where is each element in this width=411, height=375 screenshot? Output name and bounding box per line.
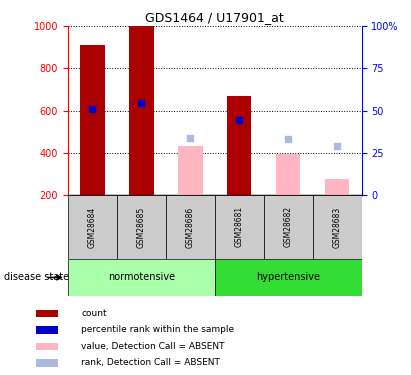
Bar <box>68 195 117 259</box>
Bar <box>80 45 104 195</box>
Bar <box>325 179 349 195</box>
Text: GSM28682: GSM28682 <box>284 206 293 248</box>
Text: count: count <box>81 309 107 318</box>
Bar <box>36 326 58 334</box>
Bar <box>36 359 58 367</box>
Text: value, Detection Call = ABSENT: value, Detection Call = ABSENT <box>81 342 224 351</box>
Bar <box>117 195 166 259</box>
Bar <box>276 154 300 195</box>
Text: GSM28684: GSM28684 <box>88 206 97 248</box>
Text: GSM28683: GSM28683 <box>332 206 342 248</box>
Text: GSM28686: GSM28686 <box>186 206 195 248</box>
Bar <box>215 259 362 296</box>
Bar <box>36 343 58 350</box>
Bar <box>178 147 203 195</box>
Bar <box>166 195 215 259</box>
Title: GDS1464 / U17901_at: GDS1464 / U17901_at <box>145 11 284 24</box>
Bar <box>215 195 264 259</box>
Bar <box>264 195 313 259</box>
Text: hypertensive: hypertensive <box>256 273 320 282</box>
Text: percentile rank within the sample: percentile rank within the sample <box>81 326 234 334</box>
Bar <box>129 26 154 195</box>
Text: rank, Detection Call = ABSENT: rank, Detection Call = ABSENT <box>81 358 220 368</box>
Text: normotensive: normotensive <box>108 273 175 282</box>
Text: disease state: disease state <box>4 273 69 282</box>
Text: GSM28685: GSM28685 <box>137 206 146 248</box>
Bar <box>36 310 58 317</box>
Bar <box>68 259 215 296</box>
Text: GSM28681: GSM28681 <box>235 206 244 248</box>
Bar <box>227 96 252 195</box>
Bar <box>313 195 362 259</box>
